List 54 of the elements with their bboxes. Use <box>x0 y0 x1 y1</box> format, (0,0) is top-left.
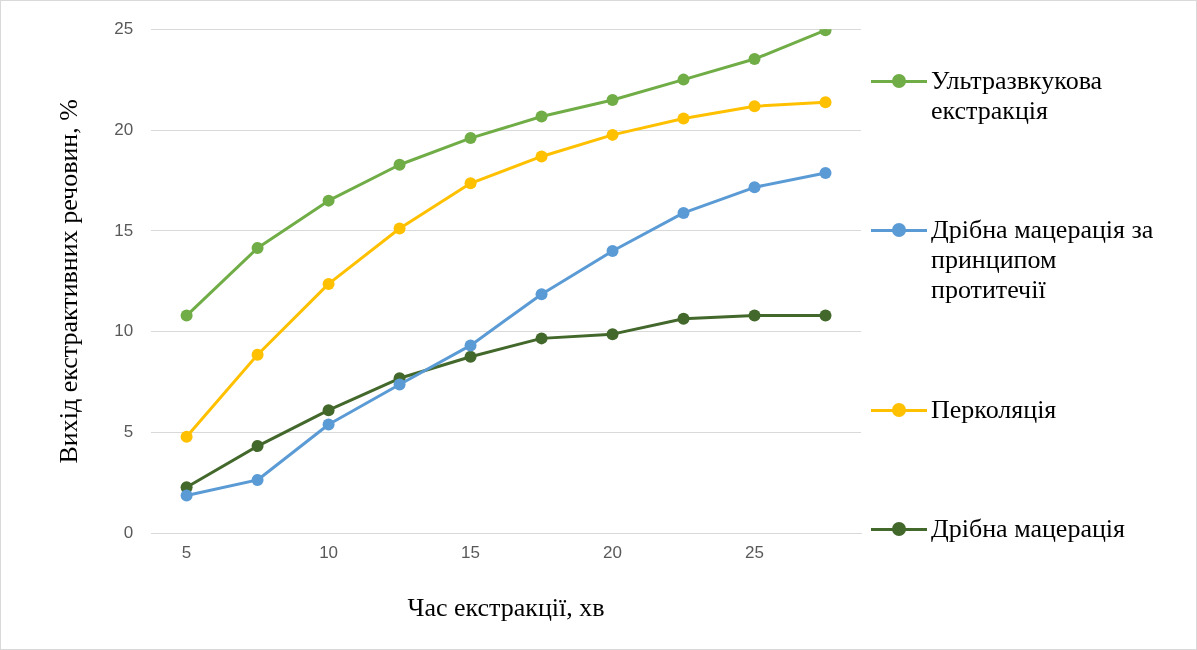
point <box>748 181 761 194</box>
point <box>251 242 264 255</box>
y-tick-label: 20 <box>114 119 134 139</box>
point <box>748 309 761 322</box>
y-tick-label: 25 <box>114 18 134 38</box>
point <box>677 206 690 219</box>
point <box>251 348 264 361</box>
point <box>606 245 619 258</box>
point <box>322 194 335 207</box>
y-tick-label: 0 <box>123 523 134 543</box>
legend-label: Перколяція <box>931 394 1057 425</box>
y-axis-title: Вихід екстрактивних речовин, % <box>54 99 84 464</box>
point <box>180 489 193 502</box>
x-axis-title: Час екстракції, хв <box>407 593 605 623</box>
legend-label: Ультразвкукова екстракція <box>931 65 1104 126</box>
point <box>677 312 690 325</box>
point <box>819 167 832 179</box>
point <box>606 328 619 341</box>
point <box>606 93 619 106</box>
point <box>535 288 548 301</box>
x-tick-label: 5 <box>181 543 192 563</box>
point <box>819 309 832 322</box>
point <box>464 350 477 363</box>
point <box>393 378 406 391</box>
point <box>464 339 477 352</box>
point <box>748 100 761 113</box>
point <box>322 418 335 431</box>
y-tick-label: 10 <box>114 321 134 341</box>
point <box>393 158 406 171</box>
point <box>322 277 335 290</box>
x-tick-label: 25 <box>745 543 764 563</box>
point <box>464 177 477 190</box>
point <box>535 332 548 345</box>
point <box>535 150 548 163</box>
point <box>180 309 193 322</box>
point <box>322 404 335 417</box>
point <box>251 440 264 453</box>
point <box>180 430 193 443</box>
point <box>677 73 690 86</box>
x-tick-label: 10 <box>319 543 339 563</box>
legend-label: Дрібна мацерація за принципом протитечії <box>931 215 1155 306</box>
x-tick-label: 20 <box>603 543 622 563</box>
point <box>606 128 619 141</box>
point <box>819 96 832 109</box>
point <box>748 53 761 66</box>
point <box>464 132 477 145</box>
legend-label: Дрібна мацерація <box>931 514 1126 545</box>
point <box>393 222 406 235</box>
y-tick-label: 5 <box>123 422 134 442</box>
y-tick-label: 15 <box>114 220 134 240</box>
point <box>251 473 264 486</box>
point <box>677 112 690 125</box>
point <box>535 110 548 123</box>
x-tick-label: 15 <box>461 543 481 563</box>
